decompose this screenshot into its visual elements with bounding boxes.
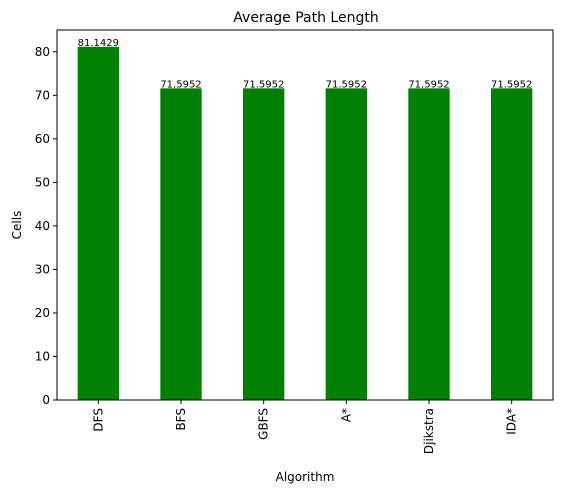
x-tick-label-5: IDA* [505,408,519,435]
bar-3 [325,88,367,400]
y-tick-label-4: 40 [35,219,50,233]
chart-title: Average Path Length [233,10,378,26]
x-tick-label-2: GBFS [257,408,271,440]
data-label-2: 71.5952 [243,79,284,90]
data-label-3: 71.5952 [326,79,367,90]
y-tick-label-2: 20 [35,306,50,320]
plot-area: 81.1429 71.5952 71.5952 71.5952 71.5952 71.59… [56,29,554,401]
y-tick-label-5: 50 [35,175,50,189]
y-tick-label-3: 30 [35,262,50,276]
y-tick-label-0: 0 [42,393,50,407]
x-tick-label-3: A* [339,408,353,422]
bar-4 [408,88,450,400]
data-label-0: 81.1429 [78,38,119,49]
x-axis: DFS BFS GBFS A* Djikstra IDA* [91,400,519,454]
x-tick-label-4: Djikstra [422,408,436,454]
bar-2 [243,88,285,400]
y-tick-label-7: 70 [35,88,50,102]
x-tick-label-0: DFS [91,408,105,432]
x-tick-label-1: BFS [174,408,188,431]
y-axis-label: Cells [10,211,24,240]
data-label-1: 71.5952 [160,79,201,90]
bar-5 [491,88,533,400]
bar-1 [160,88,202,400]
y-axis: 0 10 20 30 40 50 60 70 80 [35,45,57,407]
axes-frame [56,29,554,401]
bar-0 [77,46,119,400]
y-tick-label-1: 10 [35,349,50,363]
y-tick-label-8: 80 [35,45,50,59]
y-tick-label-6: 60 [35,132,50,146]
data-label-5: 71.5952 [491,79,532,90]
data-label-4: 71.5952 [408,79,449,90]
x-axis-label: Algorithm [276,470,335,484]
